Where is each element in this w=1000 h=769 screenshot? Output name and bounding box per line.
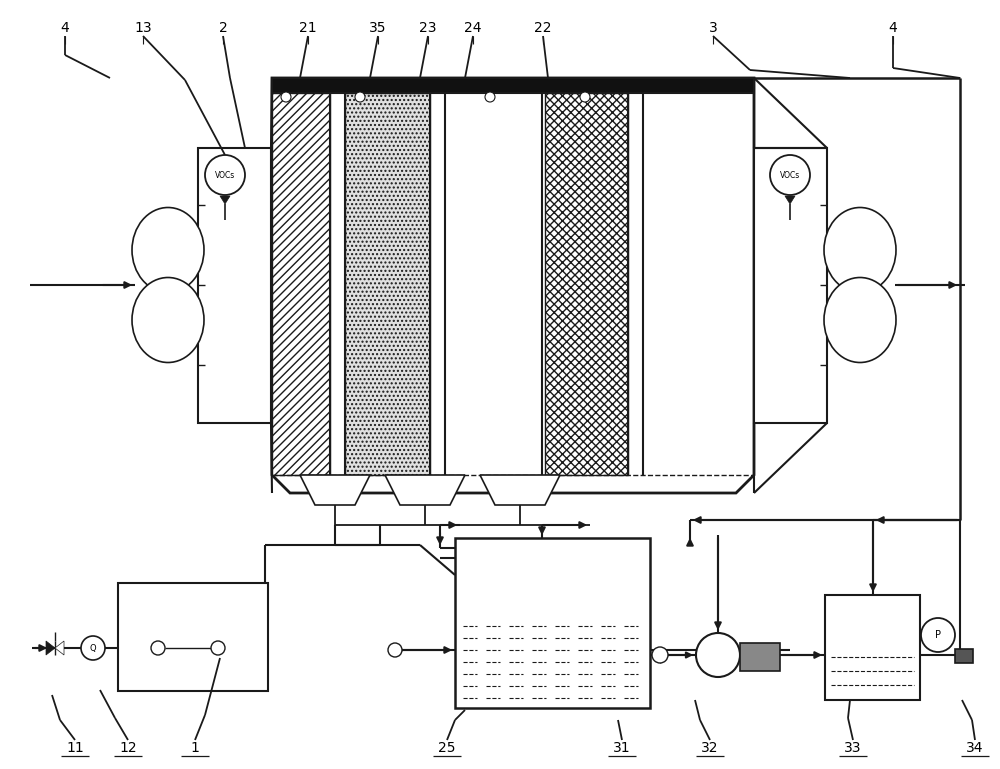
Circle shape [211, 641, 225, 655]
Ellipse shape [824, 208, 896, 292]
Circle shape [355, 92, 365, 102]
Text: 23: 23 [419, 21, 437, 35]
Bar [455, 538, 650, 708]
Text: 32: 32 [701, 741, 719, 755]
Ellipse shape [132, 278, 204, 362]
Text: 24: 24 [464, 21, 482, 35]
Polygon shape [46, 641, 55, 655]
Text: 21: 21 [299, 21, 317, 35]
Polygon shape [272, 78, 754, 493]
Text: 25: 25 [438, 741, 456, 755]
Text: 22: 22 [534, 21, 552, 35]
Circle shape [81, 636, 105, 660]
Bar [345, 93, 430, 475]
Text: 4: 4 [889, 21, 897, 35]
Circle shape [281, 92, 291, 102]
Text: 33: 33 [844, 741, 862, 755]
Circle shape [205, 155, 245, 195]
Circle shape [696, 633, 740, 677]
Bar [825, 595, 920, 700]
Circle shape [770, 155, 810, 195]
Text: P: P [935, 630, 941, 640]
Bar [198, 148, 271, 423]
Polygon shape [220, 196, 230, 204]
Bar [955, 649, 973, 663]
Circle shape [151, 641, 165, 655]
Text: 34: 34 [966, 741, 984, 755]
Text: 31: 31 [613, 741, 631, 755]
Text: 12: 12 [119, 741, 137, 755]
Bar [272, 93, 330, 475]
Circle shape [388, 643, 402, 657]
Ellipse shape [132, 208, 204, 292]
Bar [272, 78, 754, 93]
Bar [754, 148, 827, 423]
Circle shape [652, 647, 668, 663]
Text: 11: 11 [66, 741, 84, 755]
Text: 13: 13 [134, 21, 152, 35]
Polygon shape [55, 641, 64, 655]
Circle shape [921, 618, 955, 652]
Ellipse shape [824, 278, 896, 362]
Text: 35: 35 [369, 21, 387, 35]
Text: 4: 4 [61, 21, 69, 35]
Text: Q: Q [90, 644, 96, 653]
Polygon shape [300, 475, 370, 505]
Polygon shape [785, 196, 795, 204]
Bar [545, 93, 628, 475]
Polygon shape [480, 475, 560, 505]
Text: 3: 3 [709, 21, 717, 35]
Text: VOCs: VOCs [780, 171, 800, 179]
Circle shape [485, 92, 495, 102]
Text: 2: 2 [219, 21, 227, 35]
Text: VOCs: VOCs [215, 171, 235, 179]
Text: 1: 1 [191, 741, 199, 755]
Polygon shape [385, 475, 465, 505]
Bar [740, 643, 780, 671]
Circle shape [580, 92, 590, 102]
Bar [118, 583, 268, 691]
